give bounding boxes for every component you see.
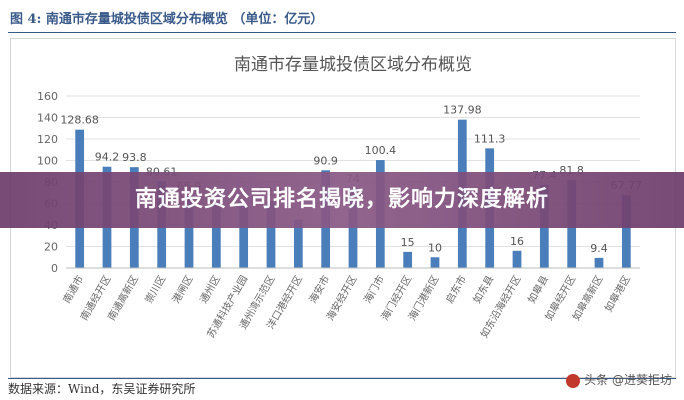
figure-title: 图 4: 南通市存量城投债区域分布概览 （单位：亿元） [10, 12, 324, 27]
bar [348, 188, 358, 268]
bar [430, 257, 440, 268]
bar [184, 196, 194, 268]
data-label: 16 [510, 235, 524, 248]
footer-rule [8, 378, 676, 379]
bar [403, 251, 413, 268]
y-tick-label: 120 [37, 133, 58, 146]
bar [512, 250, 522, 268]
y-tick-label: 0 [51, 262, 58, 275]
x-tick-label: 港闸区 [169, 273, 195, 305]
headline-banner: 南通投资公司排名揭晓，影响力深度解析 [0, 172, 684, 228]
data-label: 94.2 [95, 151, 120, 164]
bar [239, 205, 249, 268]
x-tick-label: 启东市 [443, 273, 469, 305]
figure-header: 图 4: 南通市存量城投债区域分布概览 （单位：亿元） [0, 0, 684, 34]
data-label: 9.4 [590, 242, 608, 255]
watermark-text: 头条 @进葵拒坊 [584, 373, 672, 387]
x-tick-label: 南通市 [60, 273, 86, 305]
x-tick-label: 如皋县 [525, 273, 551, 305]
x-tick-label: 如皋港区 [602, 273, 633, 314]
data-label: 93.8 [122, 151, 147, 164]
x-tick-label: 通州区 [198, 274, 223, 306]
y-tick-label: 20 [44, 241, 58, 254]
watermark-logo-icon [566, 373, 581, 388]
y-tick-label: 100 [37, 155, 58, 168]
data-label: 100.4 [365, 144, 397, 157]
y-tick-label: 160 [37, 90, 58, 103]
data-label: 128.68 [60, 114, 99, 127]
chart-title: 南通市存量城投债区域分布概览 [234, 55, 472, 75]
data-label: 10 [428, 241, 442, 254]
y-tick-label: 140 [37, 112, 58, 125]
x-tick-label: 海安市 [306, 273, 332, 305]
bar [266, 201, 276, 268]
bar [594, 257, 604, 268]
data-label: 137.98 [443, 104, 482, 117]
bar [621, 195, 631, 268]
headline-text: 南通投资公司排名揭晓，影响力深度解析 [134, 187, 549, 212]
source-note: 数据来源：Wind，东吴证券研究所 [8, 382, 196, 396]
data-label: 111.3 [474, 132, 506, 145]
header-rule [8, 32, 676, 33]
bar [211, 203, 221, 268]
data-label: 15 [401, 236, 415, 249]
x-tick-label: 海门市 [361, 273, 387, 305]
data-label: 90.9 [313, 154, 338, 167]
x-tick-label: 如东县 [470, 273, 496, 305]
bar [293, 219, 303, 268]
watermark: 头条 @进葵拒坊 [566, 371, 672, 388]
x-tick-label: 崇川区 [143, 274, 168, 306]
